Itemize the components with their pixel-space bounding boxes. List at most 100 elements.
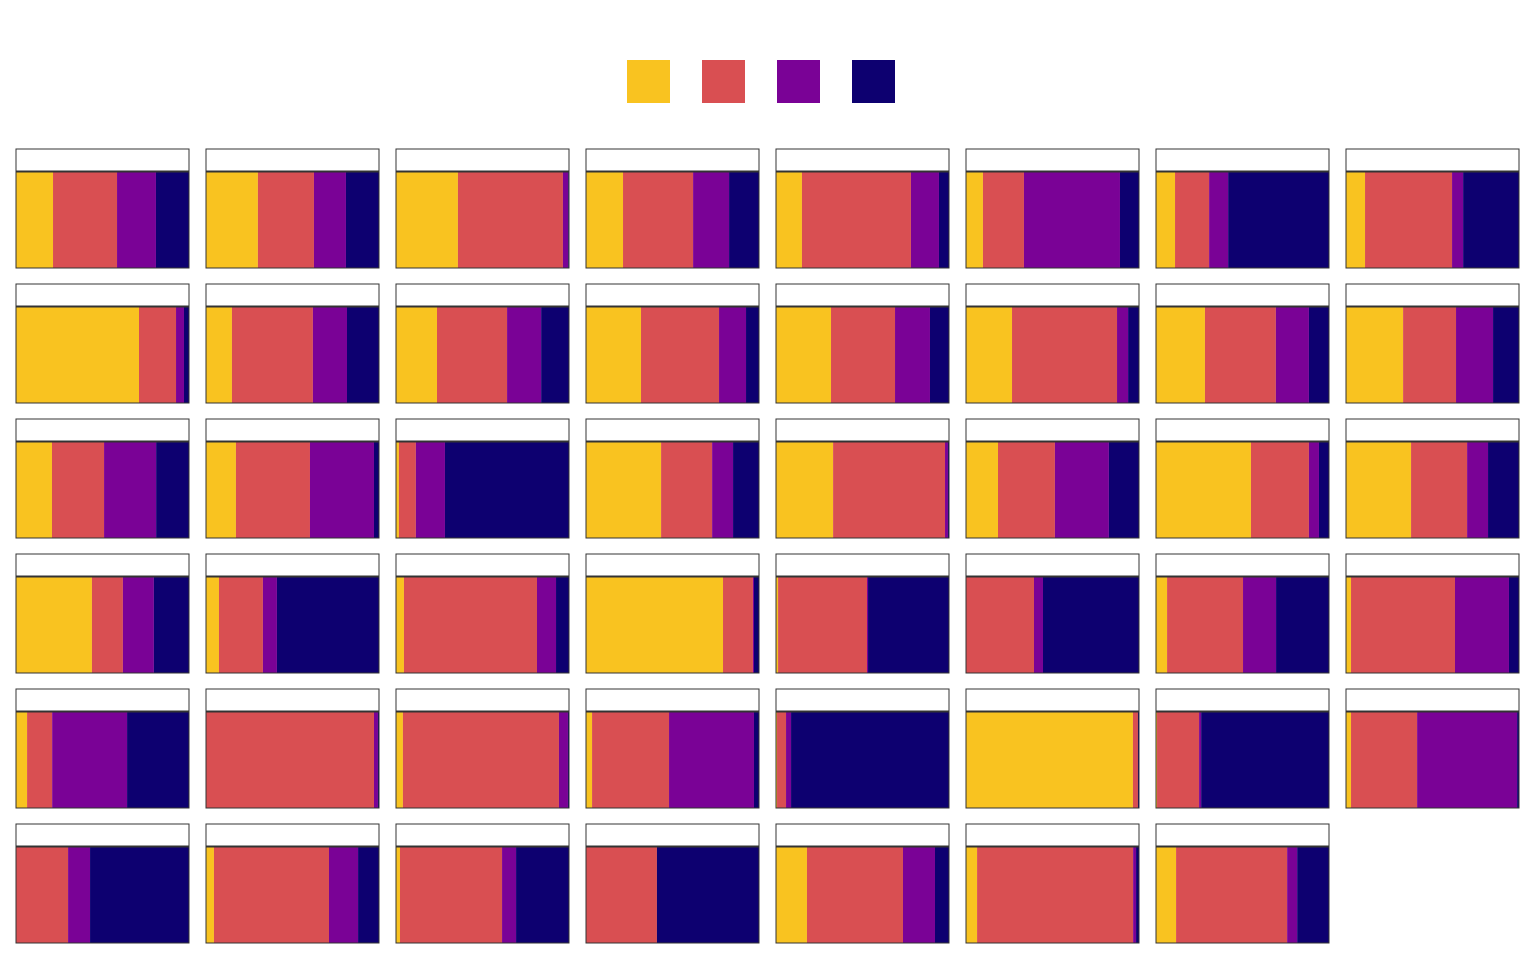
bar-segment [1403,307,1457,403]
panel-strip [1345,283,1520,307]
bar-segment [396,172,458,268]
panel-border [205,846,380,944]
panel-strip [205,823,380,847]
legend-swatch [852,60,895,103]
legend-swatch [702,60,745,103]
bar-segment [1365,172,1453,268]
panel-border [15,711,190,809]
bar-segment [139,307,177,403]
bar-segment [656,847,759,943]
bar-segment [312,307,347,403]
bar-segment [396,712,403,808]
bar-segment [719,307,747,403]
panel-border [585,711,760,809]
panel-strip [585,418,760,442]
bar-segment [329,847,359,943]
panel-strip [775,688,950,712]
legend-swatch [627,60,670,103]
bar-segment [155,172,189,268]
panel-border [585,846,760,944]
panel-border [1155,846,1330,944]
panel-strip [585,283,760,307]
panel-strip [205,418,380,442]
bar-segment [27,712,53,808]
panel-border [775,171,950,269]
bar-segment [1417,712,1518,808]
bar-segment [396,307,438,403]
bar-segment [966,712,1133,808]
bar-segment [1488,442,1519,538]
panel-border [585,171,760,269]
bar-segment [399,847,503,943]
bar-segment [516,847,569,943]
bar-segment [437,307,508,403]
bar-segment [1156,307,1205,403]
bar-segment [1176,847,1288,943]
panel-border [395,576,570,674]
bar-segment [206,442,236,538]
panel-border [965,711,1140,809]
bar-segment [156,442,189,538]
bar-segment [866,577,869,673]
panel-border [775,441,950,539]
bar-segment [206,577,219,673]
panel-border [395,846,570,944]
panel-strip [965,418,1140,442]
panel-strip [775,283,950,307]
panel-strip [15,688,190,712]
bar-segment [90,847,189,943]
panel-strip [1155,553,1330,577]
bar-segment [1346,442,1412,538]
panel-strip [1345,688,1520,712]
bar-segment [313,172,346,268]
bar-segment [998,442,1055,538]
bar-segment [729,172,759,268]
bar-segment [586,577,724,673]
bar-segment [934,847,949,943]
bar-segment [753,577,759,673]
bar-segment [1493,307,1519,403]
panel-border [585,576,760,674]
bar-segment [1156,577,1168,673]
bar-segment [723,577,753,673]
panel-border [205,171,380,269]
panel-strip [965,283,1140,307]
bar-segment [377,712,379,808]
panel-strip [775,418,950,442]
bar-segment [1250,442,1309,538]
bar-segment [966,847,978,943]
bar-segment [902,847,935,943]
bar-segment [1137,712,1139,808]
bar-segment [1132,712,1138,808]
panel-border [1345,306,1520,404]
panel-border [585,441,760,539]
bar-segment [358,847,379,943]
panel-strip [585,823,760,847]
bar-segment [1318,442,1329,538]
panel-border [205,576,380,674]
bar-segment [218,577,263,673]
panel-border [1155,171,1330,269]
bar-segment [1467,442,1489,538]
panel-strip [15,553,190,577]
bar-segment [457,172,563,268]
bar-segment [669,712,754,808]
bar-segment [1156,442,1251,538]
bar-segment [1346,307,1404,403]
panel-strip [205,553,380,577]
panel-strip [1345,148,1520,172]
bar-segment [16,172,54,268]
bar-segment [868,577,949,673]
panel-border [965,846,1140,944]
bar-segment [257,172,314,268]
bar-segment [104,442,157,538]
panel-strip [965,553,1140,577]
bar-segment [776,172,802,268]
bar-segment [1346,712,1352,808]
panel-border [395,711,570,809]
panel-strip [1345,418,1520,442]
panel-strip [1345,553,1520,577]
panel-border [1345,171,1520,269]
panel-border [1345,441,1520,539]
bar-segment [929,307,949,403]
